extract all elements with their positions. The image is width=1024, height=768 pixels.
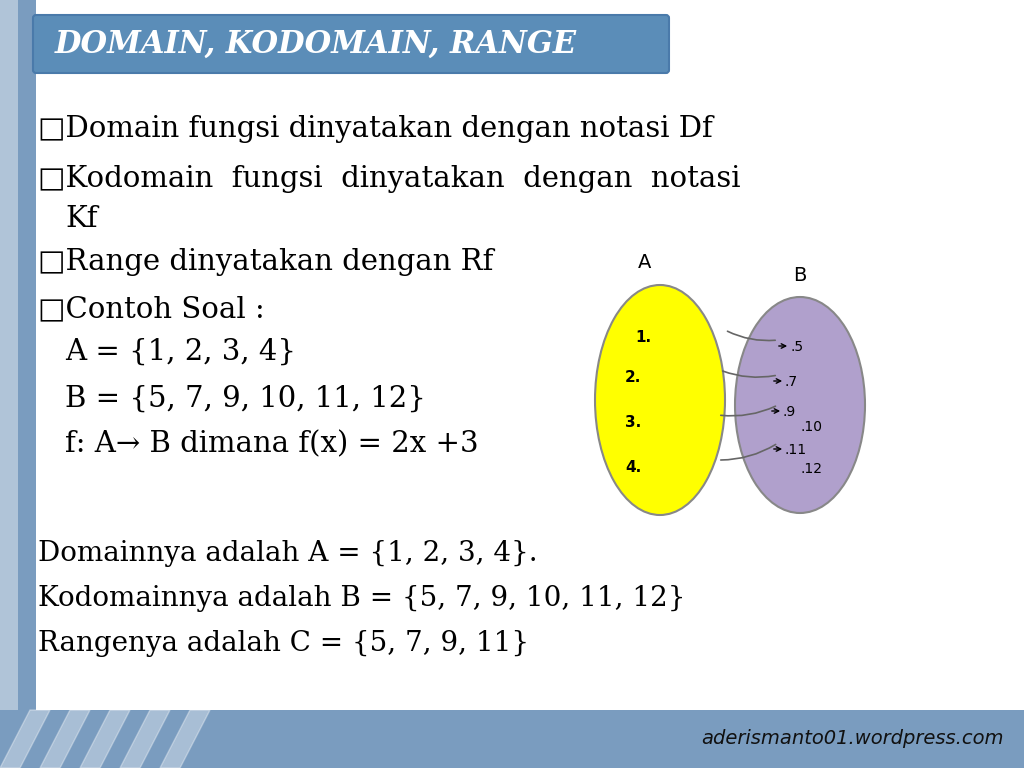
Text: .12: .12 [800, 462, 822, 476]
Text: f: A→ B dimana f(x) = 2x +3: f: A→ B dimana f(x) = 2x +3 [65, 430, 478, 458]
Polygon shape [0, 710, 50, 768]
Text: Rangenya adalah C = {5, 7, 9, 11}: Rangenya adalah C = {5, 7, 9, 11} [38, 630, 529, 657]
Text: Domainnya adalah A = {1, 2, 3, 4}.: Domainnya adalah A = {1, 2, 3, 4}. [38, 540, 538, 567]
Bar [0, 710, 1024, 768]
Text: □Kodomain  fungsi  dinyatakan  dengan  notasi: □Kodomain fungsi dinyatakan dengan notas… [38, 165, 740, 193]
Text: aderismanto01.wordpress.com: aderismanto01.wordpress.com [701, 730, 1004, 749]
Bar [18, 0, 36, 768]
Text: A = {1, 2, 3, 4}: A = {1, 2, 3, 4} [65, 338, 296, 366]
Ellipse shape [735, 297, 865, 513]
Text: DOMAIN, KODOMAIN, RANGE: DOMAIN, KODOMAIN, RANGE [55, 28, 578, 59]
Polygon shape [40, 710, 90, 768]
Text: .11: .11 [785, 443, 807, 457]
Text: A: A [638, 253, 651, 272]
Text: □Domain fungsi dinyatakan dengan notasi Df: □Domain fungsi dinyatakan dengan notasi … [38, 115, 713, 143]
Text: Kodomainnya adalah B = {5, 7, 9, 10, 11, 12}: Kodomainnya adalah B = {5, 7, 9, 10, 11,… [38, 585, 685, 612]
Polygon shape [120, 710, 170, 768]
Text: 1.: 1. [635, 330, 651, 345]
Text: 3.: 3. [625, 415, 641, 430]
Text: □Range dinyatakan dengan Rf: □Range dinyatakan dengan Rf [38, 248, 494, 276]
Text: 4.: 4. [625, 460, 641, 475]
Text: B: B [794, 266, 807, 285]
Bar [0, 0, 18, 768]
Text: .5: .5 [790, 340, 803, 354]
Text: .10: .10 [800, 420, 822, 434]
Ellipse shape [595, 285, 725, 515]
Text: □Contoh Soal :: □Contoh Soal : [38, 295, 265, 323]
Text: 2.: 2. [625, 370, 641, 385]
FancyBboxPatch shape [33, 15, 669, 73]
Text: .9: .9 [783, 405, 797, 419]
Polygon shape [160, 710, 210, 768]
Text: Kf: Kf [65, 205, 97, 233]
Text: B = {5, 7, 9, 10, 11, 12}: B = {5, 7, 9, 10, 11, 12} [65, 385, 426, 413]
Text: .7: .7 [785, 375, 798, 389]
Polygon shape [80, 710, 130, 768]
